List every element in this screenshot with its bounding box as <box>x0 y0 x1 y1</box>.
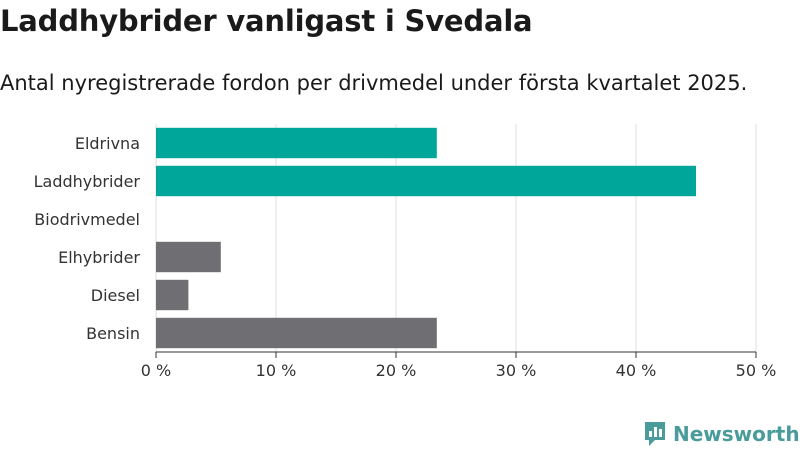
chart-subtitle: Antal nyregistrerade fordon per drivmede… <box>0 71 748 95</box>
x-tick-label: 50 % <box>736 361 777 380</box>
category-label: Eldrivna <box>75 134 140 153</box>
newsworthy-logo-icon <box>645 422 665 446</box>
bar <box>156 241 221 273</box>
newsworthy-logo: Newsworthy <box>643 420 800 448</box>
category-label: Biodrivmedel <box>34 210 140 229</box>
bar <box>156 165 696 197</box>
bar <box>156 279 189 311</box>
x-tick-label: 20 % <box>376 361 417 380</box>
category-label: Bensin <box>86 324 140 343</box>
x-tick-label: 10 % <box>256 361 297 380</box>
bar <box>156 317 437 349</box>
bar <box>156 127 437 159</box>
category-label: Laddhybrider <box>34 172 141 191</box>
category-label: Diesel <box>91 286 140 305</box>
x-tick-label: 0 % <box>141 361 171 380</box>
x-tick-label: 30 % <box>496 361 537 380</box>
category-label: Elhybrider <box>58 248 140 267</box>
x-tick-label: 40 % <box>616 361 657 380</box>
chart-title: Laddhybrider vanligast i Svedala <box>0 4 533 38</box>
bar-chart: 0 % 10 % 20 % 30 % 40 % 50 % Eldrivna Laddhybri… <box>34 124 777 380</box>
brand-name: Newsworthy <box>673 422 800 446</box>
